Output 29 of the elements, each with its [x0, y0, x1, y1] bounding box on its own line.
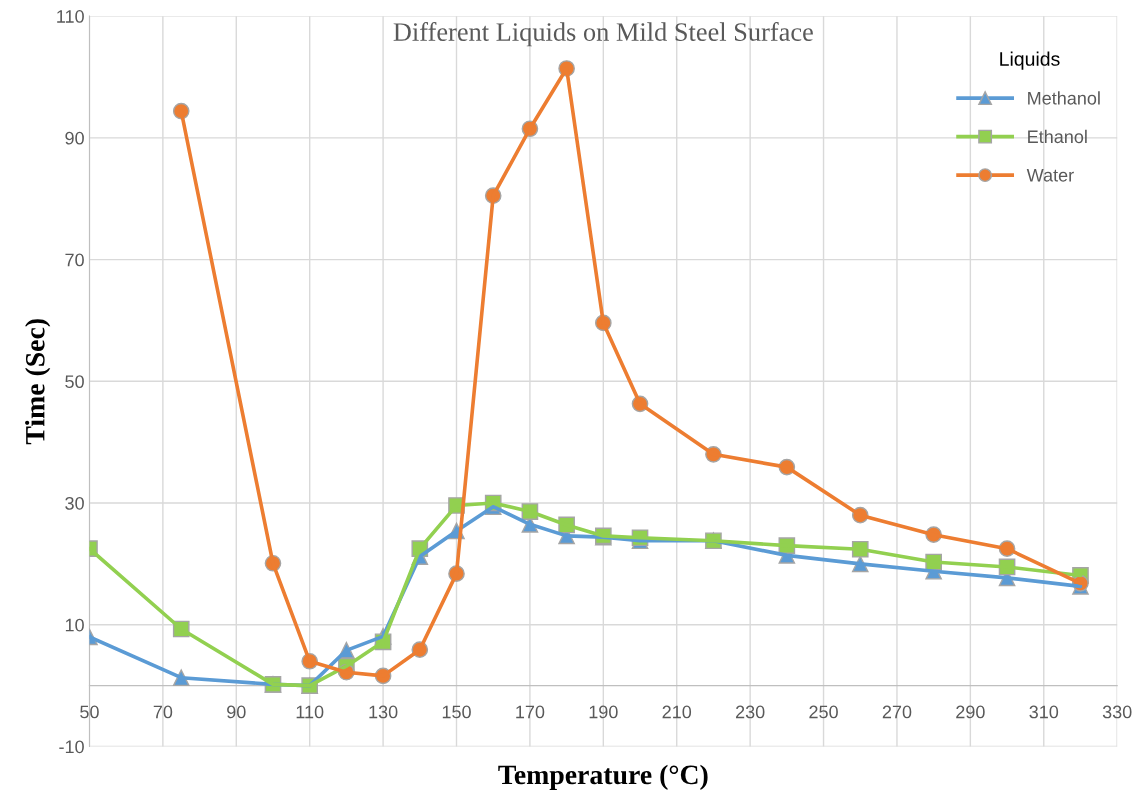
y-tick-label: 30 — [65, 496, 84, 510]
legend-title: Liquids — [1000, 51, 1060, 70]
y-tick-label: -10 — [59, 740, 84, 754]
x-tick-label: 270 — [882, 705, 912, 719]
x-tick-label: 210 — [662, 705, 692, 719]
x-tick-label: 250 — [809, 705, 838, 719]
x-tick-label: 230 — [735, 705, 765, 719]
y-tick-label: 50 — [65, 375, 84, 389]
x-tick-label: 330 — [1102, 705, 1132, 719]
y-tick-label: 90 — [65, 131, 84, 145]
y-tick-label: 10 — [65, 618, 84, 632]
y-axis-title: Time (Sec) — [25, 319, 51, 445]
x-axis-title: Temperature (°C) — [498, 764, 708, 790]
x-tick-label: 70 — [153, 705, 173, 719]
legend-label: Methanol — [1028, 91, 1100, 105]
x-tick-label: 130 — [369, 705, 398, 719]
x-tick-label: 290 — [956, 705, 985, 719]
x-tick-label: 50 — [80, 705, 99, 719]
x-tick-label: 90 — [227, 705, 246, 719]
legend-label: Water — [1026, 169, 1074, 182]
legend-label: Ethanol — [1028, 129, 1087, 144]
x-tick-label: 150 — [442, 705, 471, 719]
y-tick-label: 110 — [57, 10, 84, 23]
x-tick-label: 190 — [589, 705, 618, 719]
x-tick-label: 110 — [296, 705, 324, 719]
chart-title: Different Liquids on Mild Steel Surface — [393, 22, 813, 47]
x-tick-label: 170 — [516, 705, 545, 719]
x-tick-label: 310 — [1029, 705, 1059, 719]
y-tick-label: 70 — [65, 253, 84, 267]
